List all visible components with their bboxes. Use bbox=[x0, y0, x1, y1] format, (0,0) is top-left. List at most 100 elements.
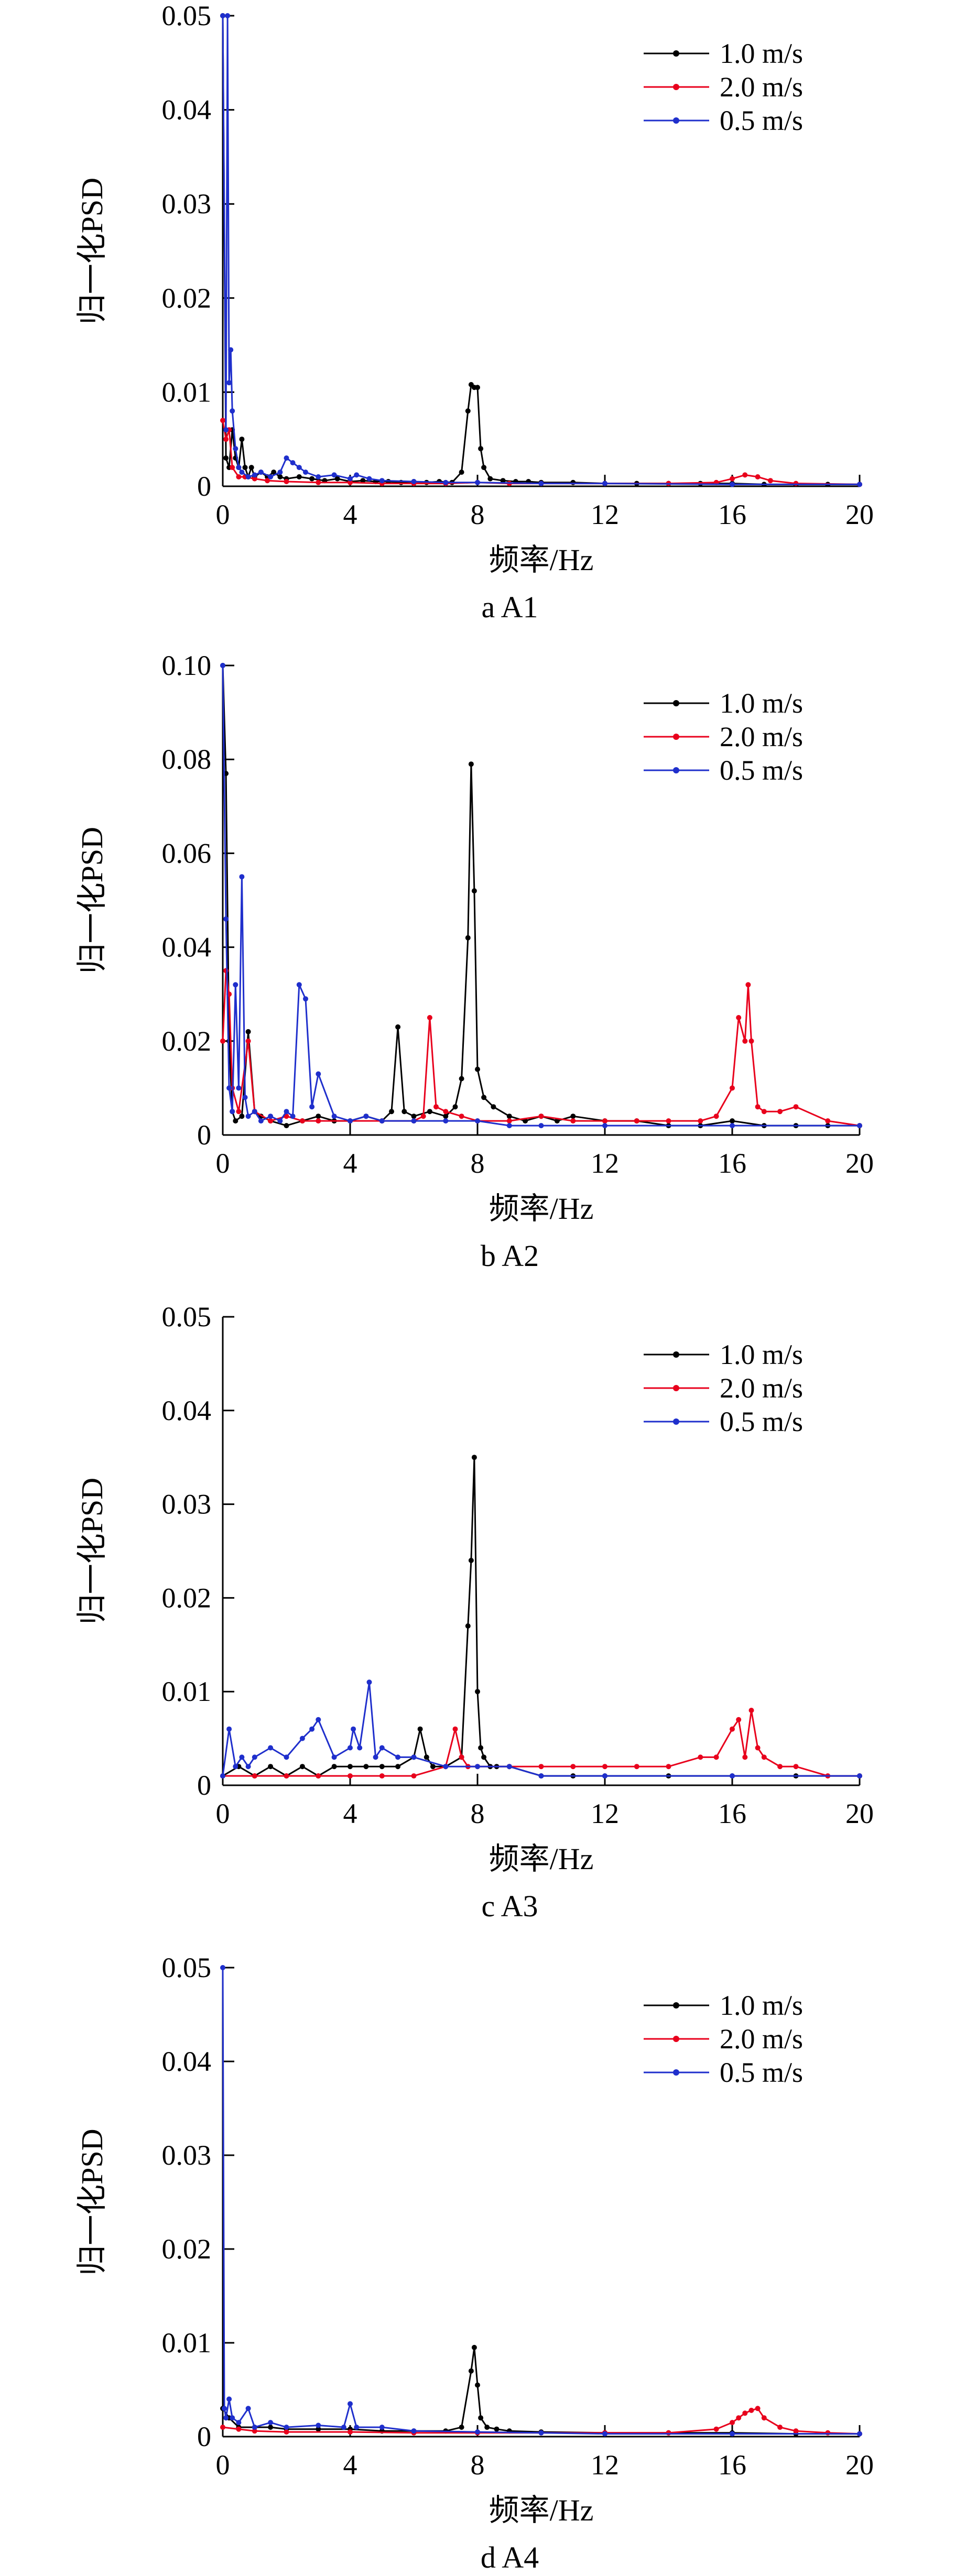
x-tick-label: 16 bbox=[718, 1798, 746, 1829]
data-point bbox=[755, 1745, 761, 1751]
data-point bbox=[395, 1764, 401, 1770]
data-point bbox=[284, 479, 289, 484]
data-point bbox=[475, 385, 480, 390]
data-point bbox=[777, 2425, 783, 2430]
data-point bbox=[277, 474, 283, 479]
data-point bbox=[459, 1076, 464, 1082]
data-point bbox=[265, 478, 270, 484]
data-point bbox=[538, 1123, 544, 1129]
data-point bbox=[220, 13, 225, 18]
series-0-5-m-s bbox=[220, 13, 862, 487]
legend: 1.0 m/s2.0 m/s0.5 m/s bbox=[644, 1339, 803, 1437]
data-point bbox=[736, 2415, 742, 2421]
data-point bbox=[341, 2425, 346, 2430]
data-point bbox=[296, 474, 302, 479]
data-point bbox=[755, 1104, 761, 1110]
data-point bbox=[357, 1745, 363, 1751]
data-point bbox=[506, 1764, 512, 1770]
data-point bbox=[475, 2382, 480, 2388]
data-point bbox=[475, 1066, 480, 1072]
data-point bbox=[245, 1029, 251, 1034]
data-point bbox=[475, 479, 480, 485]
data-point bbox=[239, 1754, 245, 1760]
data-point bbox=[379, 1118, 385, 1124]
data-point bbox=[857, 2431, 862, 2437]
data-point bbox=[698, 1118, 703, 1124]
data-point bbox=[309, 1726, 315, 1732]
series-line bbox=[222, 1681, 860, 1777]
data-point bbox=[233, 982, 238, 988]
x-tick-label: 0 bbox=[216, 2449, 230, 2481]
data-point bbox=[506, 1123, 512, 1129]
data-point bbox=[230, 408, 235, 414]
data-point bbox=[316, 2426, 321, 2432]
y-tick-label: 0 bbox=[197, 471, 211, 502]
data-point bbox=[459, 2425, 464, 2430]
data-point bbox=[570, 1118, 576, 1124]
y-axis-label: 归一化PSD bbox=[75, 2129, 109, 2275]
x-axis-label: 频率/Hz bbox=[489, 543, 594, 577]
data-point bbox=[825, 2430, 831, 2436]
data-point bbox=[468, 2368, 474, 2374]
data-point bbox=[478, 1745, 484, 1751]
data-point bbox=[500, 478, 506, 484]
data-point bbox=[220, 1038, 225, 1044]
data-point bbox=[223, 427, 229, 433]
data-point bbox=[233, 1118, 238, 1124]
data-point bbox=[223, 2415, 229, 2421]
data-point bbox=[634, 1118, 639, 1124]
data-point bbox=[258, 1118, 264, 1124]
data-point bbox=[666, 2430, 671, 2436]
data-point bbox=[478, 446, 484, 452]
data-point bbox=[222, 2406, 227, 2411]
data-point bbox=[252, 1773, 257, 1779]
legend-marker bbox=[673, 2036, 679, 2042]
data-point bbox=[602, 481, 607, 486]
data-point bbox=[475, 1764, 480, 1770]
data-point bbox=[284, 2429, 289, 2435]
data-point bbox=[236, 1109, 242, 1115]
data-point bbox=[666, 1118, 671, 1124]
data-point bbox=[331, 1754, 337, 1760]
data-point bbox=[258, 470, 264, 475]
series-0-5-m-s bbox=[220, 1965, 862, 2437]
data-point bbox=[360, 478, 366, 484]
y-tick-label: 0.10 bbox=[162, 650, 212, 681]
data-point bbox=[468, 761, 474, 767]
data-point bbox=[245, 1038, 251, 1044]
data-point bbox=[284, 1109, 289, 1115]
data-point bbox=[303, 996, 308, 1002]
data-point bbox=[226, 1726, 232, 1732]
y-tick-label: 0.04 bbox=[162, 932, 212, 963]
data-point bbox=[465, 408, 471, 414]
legend-label: 0.5 m/s bbox=[720, 105, 803, 136]
data-point bbox=[354, 2425, 360, 2430]
data-point bbox=[857, 1123, 862, 1129]
data-point bbox=[271, 470, 277, 475]
data-point bbox=[284, 2425, 289, 2430]
data-point bbox=[430, 1764, 436, 1770]
data-point bbox=[284, 1123, 289, 1129]
data-point bbox=[239, 470, 245, 475]
data-point bbox=[730, 1085, 735, 1091]
data-point bbox=[277, 1118, 283, 1124]
y-tick-label: 0 bbox=[197, 1770, 211, 1801]
data-point bbox=[348, 479, 353, 485]
series-line bbox=[222, 2346, 860, 2435]
data-point bbox=[348, 1764, 353, 1770]
data-point bbox=[427, 1015, 432, 1020]
data-point bbox=[427, 1109, 432, 1115]
data-point bbox=[228, 347, 234, 353]
data-point bbox=[443, 1764, 449, 1770]
legend-marker bbox=[673, 50, 679, 57]
data-point bbox=[730, 2431, 735, 2437]
data-point bbox=[245, 1764, 251, 1770]
data-point bbox=[424, 1754, 429, 1760]
data-point bbox=[755, 2406, 761, 2411]
y-tick-label: 0.02 bbox=[162, 1582, 212, 1613]
data-point bbox=[309, 1104, 315, 1110]
data-point bbox=[742, 1038, 748, 1044]
y-axis-label: 归一化PSD bbox=[75, 1478, 109, 1624]
data-point bbox=[487, 476, 493, 482]
